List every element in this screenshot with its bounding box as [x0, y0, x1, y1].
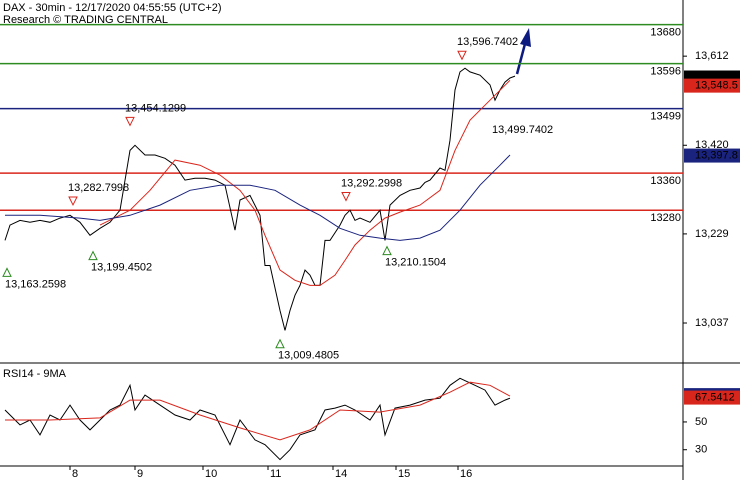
y-tick-label: 30	[695, 444, 707, 456]
y-tick-label: 13,420	[695, 139, 729, 151]
price-marker	[684, 390, 740, 405]
chart-subtitle: Research © TRADING CENTRAL	[3, 14, 168, 26]
level-label: 13280	[650, 212, 681, 224]
level-label: 13360	[650, 175, 681, 187]
series-line	[5, 154, 511, 241]
high-marker	[457, 50, 467, 61]
annotation-label: 13,163.2598	[5, 278, 66, 290]
series-line	[99, 79, 511, 286]
high-marker	[341, 192, 351, 202]
price-marker-label: 67.5412	[695, 391, 735, 403]
annotation-label: 13,596.7402	[457, 36, 518, 48]
arrow-shaft	[515, 39, 528, 75]
low-marker	[275, 338, 285, 349]
price-marker-label: 13,397.8	[695, 149, 738, 161]
price-marker	[684, 148, 740, 163]
high-marker	[125, 116, 135, 127]
price-marker-label: 13,548.5	[695, 80, 738, 92]
annotation-label: 13,292.2998	[341, 177, 402, 189]
x-tick-label: 9	[137, 468, 143, 480]
y-tick-label: 50	[695, 416, 707, 428]
x-tick-label: 14	[335, 468, 347, 480]
price-marker	[684, 78, 740, 93]
x-tick-label: 10	[205, 468, 217, 480]
rsi-title: RSI14 - 9MA	[3, 368, 67, 380]
annotation-label: 13,009.4805	[278, 350, 339, 362]
y-tick-label: 13,037	[695, 317, 729, 329]
forecast-arrow	[515, 28, 531, 75]
level-label: 13596	[650, 65, 681, 77]
annotation-label: 13,199.4502	[91, 262, 152, 274]
low-marker	[382, 245, 392, 256]
annotation-label: 13,282.7998	[68, 182, 129, 194]
low-marker	[88, 250, 98, 261]
annotation-label: 13,210.1504	[385, 257, 446, 269]
arrow-head	[520, 28, 531, 47]
y-tick-label: 13,229	[695, 228, 729, 240]
y-tick-label: 13,612	[695, 50, 729, 62]
x-tick-label: 11	[270, 468, 281, 480]
x-tick-label: 15	[398, 468, 410, 480]
annotation-label: 13,454.1299	[125, 102, 186, 114]
series-line	[4, 377, 511, 461]
level-label: 13680	[650, 27, 681, 39]
low-marker	[2, 267, 12, 277]
high-marker	[68, 196, 78, 207]
x-tick-label: 16	[460, 468, 472, 480]
annotation-label: 13,499.7402	[492, 124, 553, 136]
x-tick-label: 8	[72, 468, 78, 480]
level-label: 13499	[650, 111, 681, 123]
chart-title: DAX - 30min - 12/17/2020 04:55:55 (UTC+2…	[3, 2, 222, 14]
series-line	[5, 381, 511, 441]
